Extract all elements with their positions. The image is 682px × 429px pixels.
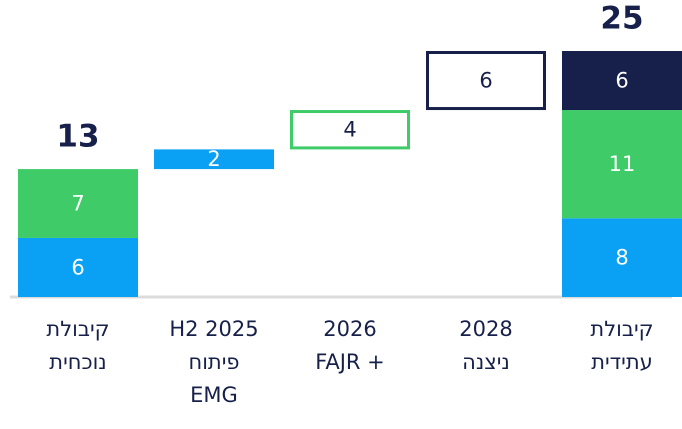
value-label: 11 (609, 152, 636, 176)
bar-segment (562, 110, 682, 219)
x-tick-label: FAJR + (315, 350, 385, 374)
total-label: 25 (600, 1, 643, 37)
value-label: 6 (479, 69, 492, 93)
bar-segment (562, 51, 682, 111)
x-tick-label: קיבולת (590, 317, 653, 341)
value-label: 6 (71, 255, 84, 279)
bar-segment (426, 51, 546, 111)
x-tick-label: נוכחית (49, 350, 106, 374)
x-tick-label: קיבולת (46, 317, 109, 341)
x-tick-label: פיתוח (188, 350, 239, 374)
x-tick-label: 2028 (459, 317, 512, 341)
bar-segment (562, 218, 682, 297)
value-label: 6 (615, 69, 628, 93)
x-tick-label: EMG (190, 383, 238, 407)
x-tick-label: H2 2025 (169, 317, 258, 341)
x-tick-label: ניצנה (462, 350, 510, 374)
x-tick-label: 2026 (323, 317, 376, 341)
x-tick-label: עתידית (591, 350, 653, 374)
bar-segment (18, 169, 138, 238)
bar-segment (154, 149, 274, 170)
bar-segment (290, 110, 410, 150)
bar-segment (18, 237, 138, 297)
value-label: 4 (343, 118, 356, 142)
total-label: 13 (56, 119, 99, 155)
value-label: 7 (71, 192, 84, 216)
value-label: 8 (615, 246, 628, 270)
value-label: 2 (207, 147, 220, 171)
